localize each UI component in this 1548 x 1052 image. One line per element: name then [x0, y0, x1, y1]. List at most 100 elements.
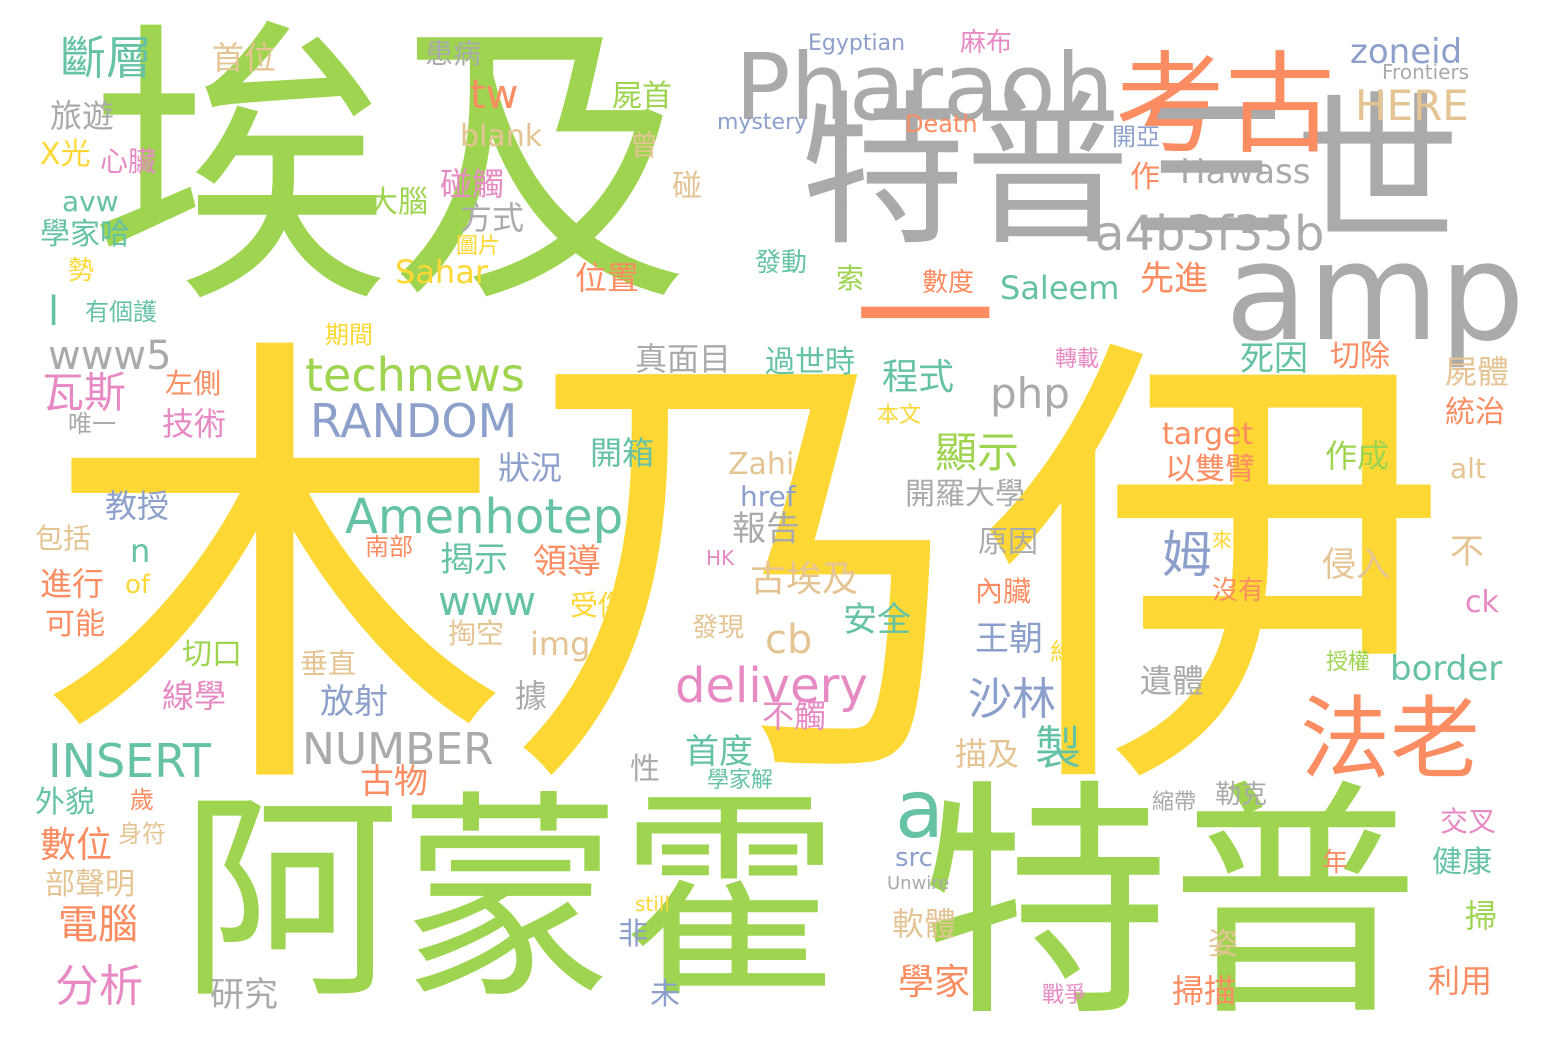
cloud-word: 姆 [1162, 526, 1212, 584]
cloud-word: 以雙臂 [1165, 452, 1255, 487]
cloud-word: 索 [836, 262, 865, 295]
cloud-word: HK [706, 546, 735, 570]
cloud-word: 麻布 [960, 28, 1013, 58]
cloud-word: src [895, 843, 933, 873]
cloud-word: 姿 [1208, 927, 1238, 962]
cloud-word: 掃描 [1172, 972, 1237, 1010]
cloud-word: 技術 [162, 405, 227, 443]
cloud-word: 學家 [898, 962, 971, 1003]
cloud-word: border [1390, 649, 1503, 689]
cloud-word: 發現 [692, 613, 745, 643]
cloud-word: 轉載 [1055, 347, 1100, 372]
cloud-word: 勢 [68, 256, 95, 286]
cloud-word: 沒有 [1212, 576, 1265, 606]
cloud-word: www5 [48, 333, 172, 379]
cloud-word: 一 [855, 238, 996, 401]
cloud-word: mystery [717, 110, 808, 135]
cloud-word: 統治 [1445, 395, 1505, 430]
cloud-word: 侵入 [1322, 545, 1390, 585]
cloud-word: NUMBER [302, 724, 494, 775]
cloud-word: 南部 [365, 533, 413, 561]
cloud-word: 顯示 [935, 428, 1020, 477]
cloud-word: 切除 [1330, 339, 1390, 374]
cloud-word: RANDOM [310, 394, 518, 448]
cloud-word: 數度 [922, 268, 975, 298]
cloud-word: alt [1450, 452, 1486, 485]
cloud-word: 期間 [325, 321, 373, 349]
cloud-word: amp [1225, 214, 1525, 371]
cloud-word: a [895, 763, 945, 856]
cloud-word: technews [305, 348, 525, 402]
cloud-word: 戰爭 [1042, 983, 1087, 1008]
cloud-word: 內臟 [975, 575, 1032, 608]
cloud-word: 屍首 [612, 79, 672, 114]
cloud-word: 位置 [575, 259, 640, 297]
cloud-word: 原因 [978, 525, 1038, 560]
cloud-word: 阿蒙霍 [180, 772, 841, 1028]
cloud-word: 受傷 [570, 589, 627, 622]
cloud-word: 過世時 [765, 345, 855, 380]
cloud-word: 報告 [732, 509, 800, 549]
cloud-word: 患病 [425, 37, 482, 70]
cloud-word: target [1162, 417, 1254, 452]
cloud-word: 領導 [533, 542, 601, 582]
cloud-word: 歲 [130, 786, 154, 814]
cloud-word: 交叉 [1440, 805, 1497, 838]
cloud-word: 外貌 [35, 785, 95, 820]
cloud-word: 木乃伊 [40, 301, 1450, 848]
cloud-word: 包括 [35, 522, 92, 555]
cloud-word: 分析 [55, 961, 143, 1012]
cloud-word: 利用 [1428, 962, 1493, 1000]
cloud-word: 未 [650, 977, 680, 1012]
cloud-word: 法老 [1300, 687, 1480, 792]
cloud-word: of [125, 570, 151, 600]
cloud-word: 作 [1130, 160, 1160, 195]
cloud-word: 健康 [1432, 845, 1492, 880]
cloud-word: 來源 [1212, 528, 1252, 552]
cloud-word: 性 [630, 752, 660, 787]
cloud-word: 安全 [843, 600, 911, 640]
cloud-word: 製 [1035, 721, 1081, 775]
cloud-word: Hawass [1180, 152, 1311, 192]
cloud-word: 縮帶 [1152, 790, 1197, 815]
cloud-word: 不觸 [762, 697, 827, 735]
cloud-word: tw [470, 72, 519, 118]
cloud-word: 曾 [630, 129, 659, 162]
cloud-word: Zahi [728, 447, 795, 482]
cloud-word: img [530, 625, 591, 663]
cloud-word: 沙林 [968, 674, 1056, 725]
cloud-word: n [130, 532, 151, 570]
cloud-word: 發動 [755, 248, 808, 278]
cloud-word: INSERT [48, 734, 211, 788]
cloud-word: still [635, 892, 670, 916]
cloud-word: Frontiers [1382, 60, 1470, 84]
cloud-word: X光 [40, 137, 91, 172]
cloud-word: a4b3f35b [1095, 206, 1325, 262]
cloud-word: blank [460, 119, 543, 154]
cloud-word: 真面目 [635, 340, 732, 378]
cloud-word: 放射 [320, 682, 388, 722]
cloud-word: href [740, 480, 796, 513]
cloud-word: 切口 [182, 637, 242, 672]
cloud-word: 方式 [460, 199, 525, 237]
cloud-word: 揭示 [440, 540, 508, 580]
cloud-word: 教授 [105, 487, 170, 525]
cloud-word: 學家解 [707, 768, 774, 793]
cloud-word: 描及 [955, 735, 1020, 773]
cloud-word: 首度 [685, 732, 753, 772]
cloud-word: 碰觸 [440, 165, 505, 203]
cloud-word: Saleem [1000, 269, 1120, 307]
cloud-word: 唯一 [68, 410, 116, 438]
cloud-word: php [990, 369, 1070, 418]
cloud-word: 遺體 [1140, 662, 1205, 700]
cloud-word: 學家哈 [40, 217, 130, 252]
cloud-word: 研究 [210, 975, 278, 1015]
cloud-word: 授權 [1326, 650, 1371, 675]
cloud-word: 掏空 [448, 617, 505, 650]
cloud-word: 斷層 [60, 31, 152, 85]
cloud-word: 軟體 [892, 905, 957, 943]
cloud-word: zoneid [1350, 32, 1463, 72]
cloud-word: 身符 [118, 820, 166, 848]
cloud-word: 作成 [1325, 437, 1390, 475]
